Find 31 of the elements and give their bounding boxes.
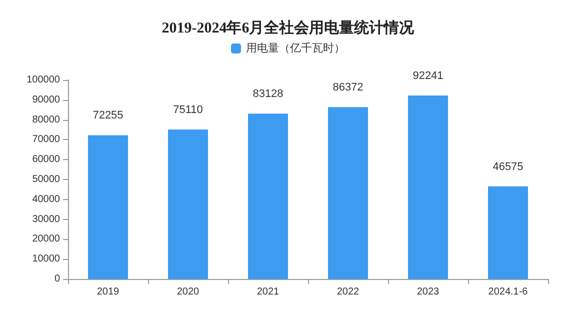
y-tick-label: 60000: [32, 154, 60, 166]
y-tick-label: 10000: [32, 254, 60, 265]
data-label: 46575: [492, 160, 524, 173]
x-tick-label: 2019: [96, 286, 120, 298]
y-tick-label: 70000: [32, 134, 60, 146]
bar: [408, 95, 448, 279]
y-tick-label: 100000: [26, 74, 60, 86]
data-label: 92241: [412, 70, 444, 82]
data-label: 72255: [92, 110, 124, 122]
y-tick-label: 40000: [32, 194, 60, 205]
y-tick-label: 0: [54, 274, 60, 284]
bar: [168, 130, 208, 279]
bar: [88, 135, 128, 279]
x-tick-label: 2021: [256, 286, 280, 298]
y-tick-label: 30000: [32, 214, 60, 225]
x-tick-label: 2022: [336, 286, 360, 298]
chart-title: 2019-2024年6月全社会用电量统计情况: [162, 20, 416, 36]
x-tick-label: 2020: [176, 286, 200, 298]
data-label: 83128: [252, 88, 284, 100]
y-tick-label: 50000: [32, 174, 60, 185]
x-tick-label: 2024.1-6: [488, 286, 528, 298]
y-tick-label: 80000: [32, 114, 60, 126]
bar: [328, 107, 368, 279]
y-tick-label: 20000: [32, 234, 60, 245]
bar: [248, 114, 288, 279]
bar: [488, 186, 528, 279]
legend-label: 用电量（亿千瓦时）: [246, 42, 345, 54]
y-tick-label: 90000: [32, 94, 60, 106]
data-label: 86372: [332, 82, 364, 94]
x-tick-label: 2023: [416, 286, 440, 298]
data-label: 75110: [173, 104, 203, 116]
